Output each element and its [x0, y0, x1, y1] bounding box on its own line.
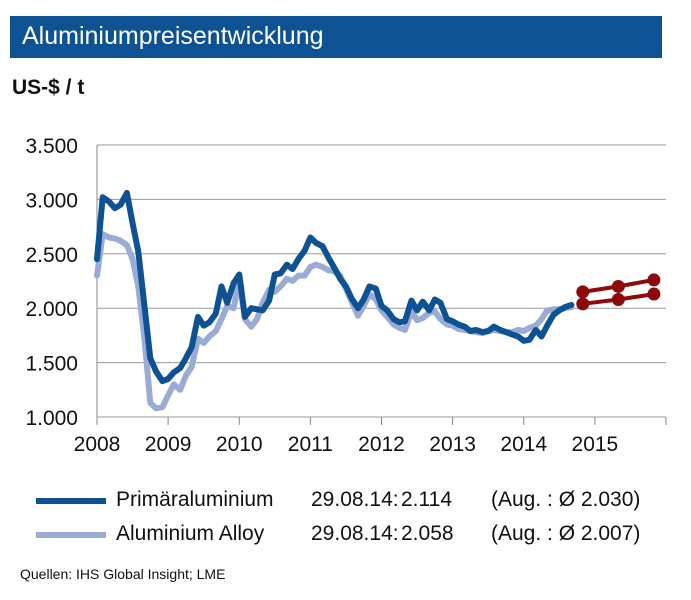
y-tick-label: 2.500 — [25, 244, 78, 267]
legend-value: 2.114 — [401, 488, 452, 511]
legend-date: 29.08.14: — [311, 488, 399, 511]
x-tick-label: 2012 — [358, 433, 405, 456]
forecast-point — [611, 279, 625, 293]
x-tick-label: 2014 — [500, 433, 547, 456]
forecast-point — [647, 287, 661, 301]
y-tick-label: 1.500 — [25, 353, 78, 376]
y-tick-label: 3.000 — [25, 189, 78, 212]
x-tick-label: 2015 — [572, 433, 619, 456]
x-tick-label: 2010 — [216, 433, 263, 456]
series-line-primaer — [94, 189, 575, 385]
forecast-point — [611, 292, 625, 306]
chart-title: Aluminiumpreisentwicklung — [22, 22, 324, 50]
legend-average: (Aug. : Ø 2.030) — [491, 488, 641, 511]
source-note: Quellen: IHS Global Insight; LME — [20, 566, 226, 582]
series-line-alloy — [94, 231, 575, 412]
legend-average: (Aug. : Ø 2.007) — [491, 522, 641, 545]
legend-swatch-alloy — [36, 532, 106, 538]
y-unit-label: US-$ / t — [12, 76, 85, 99]
x-tick-label: 2008 — [74, 433, 121, 456]
y-tick-label: 3.500 — [25, 135, 78, 158]
legend-name: Aluminium Alloy — [116, 522, 265, 545]
x-tick-label: 2011 — [288, 433, 333, 456]
x-tick-label: 2009 — [145, 433, 192, 456]
x-tick-label: 2013 — [429, 433, 476, 456]
forecast-point — [576, 285, 590, 299]
legend-value: 2.058 — [401, 522, 454, 545]
y-tick-label: 1.000 — [25, 407, 78, 430]
y-tick-label: 2.000 — [25, 298, 78, 321]
title-bar: Aluminiumpreisentwicklung — [10, 16, 662, 58]
legend-swatch-primaer — [36, 498, 106, 504]
legend-date: 29.08.14: — [311, 522, 399, 545]
legend-name: Primäraluminium — [116, 488, 274, 511]
forecast-point — [576, 297, 590, 311]
forecast-point — [647, 273, 661, 287]
